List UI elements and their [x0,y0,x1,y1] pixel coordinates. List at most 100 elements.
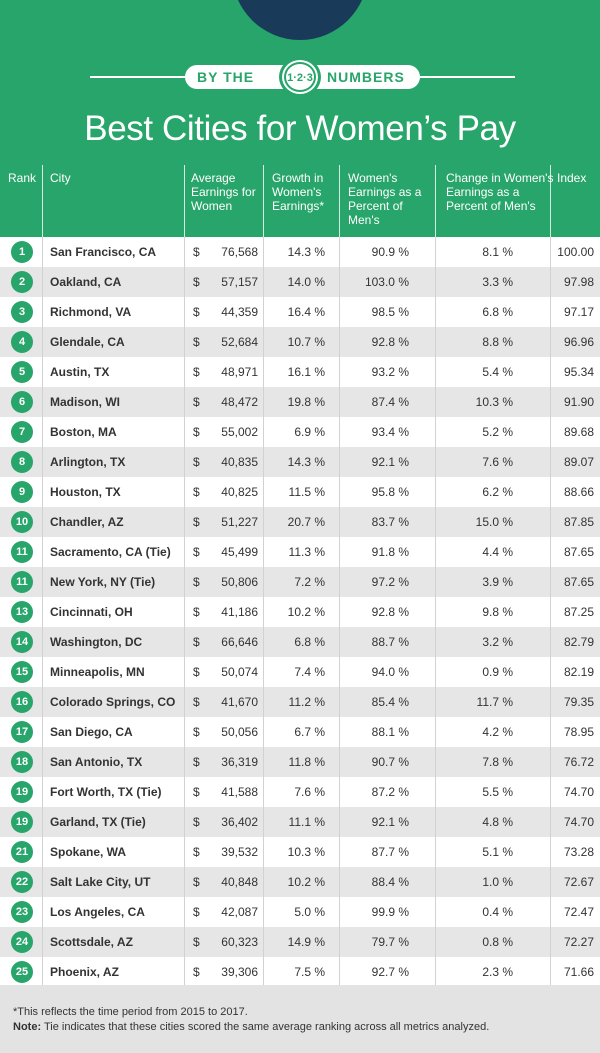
earnings-percent-of-mens: 87.7 % [371,845,409,859]
earnings-percent-of-mens: 85.4 % [371,695,409,709]
banner-label-left: BY THE [185,65,297,89]
change-in-percent: 0.4 % [482,905,513,919]
note-label: Note: [13,1021,42,1033]
currency-symbol: $ [193,395,200,409]
currency-symbol: $ [193,275,200,289]
earnings-percent-of-mens: 88.7 % [371,635,409,649]
change-in-percent: 5.2 % [482,425,513,439]
earnings-growth: 11.5 % [288,485,325,499]
table-header: Rank City Average Earnings for Women Growth… [0,165,600,237]
currency-symbol: $ [193,365,200,379]
city-name: San Diego, CA [50,725,133,739]
average-earnings: 50,056 [221,725,258,739]
average-earnings: 51,227 [221,515,258,529]
earnings-growth: 11.2 % [288,695,325,709]
change-in-percent: 0.9 % [482,665,513,679]
average-earnings: 57,157 [221,275,258,289]
table-row: 19 Fort Worth, TX (Tie) $41,588 7.6 % 87.2 %… [0,777,600,807]
column-divider [263,165,264,237]
table-row: 21 Spokane, WA $39,532 10.3 % 87.7 % 5.1 % 73.… [0,837,600,867]
earnings-percent-of-mens: 88.1 % [371,725,409,739]
change-in-percent: 4.8 % [482,815,513,829]
brand-logo[interactable]: smartasset™ [232,0,368,40]
city-name: Austin, TX [50,365,110,379]
rank-badge: 2 [11,271,33,293]
table-row: 19 Garland, TX (Tie) $36,402 11.1 % 92.1 % 4.… [0,807,600,837]
index-score: 88.66 [563,485,594,499]
earnings-percent-of-mens: 97.2 % [371,575,409,589]
average-earnings: 60,323 [221,935,258,949]
earnings-growth: 10.7 % [287,335,325,349]
earnings-growth: 5.0 % [294,905,325,919]
by-the-numbers-banner: BY THE NUMBERS 1·2·3 [0,57,600,97]
currency-symbol: $ [193,785,200,799]
earnings-percent-of-mens: 83.7 % [371,515,409,529]
column-divider [339,165,340,237]
index-score: 87.85 [563,515,594,529]
index-score: 76.72 [563,755,594,769]
earnings-percent-of-mens: 92.1 % [371,455,409,469]
earnings-growth: 14.9 % [287,935,325,949]
rank-badge: 13 [11,601,33,623]
change-in-percent: 5.5 % [482,785,513,799]
banner-divider-left [90,76,185,78]
rank-badge: 16 [11,691,33,713]
average-earnings: 39,532 [221,845,258,859]
index-score: 97.98 [563,275,594,289]
change-in-percent: 5.4 % [482,365,513,379]
average-earnings: 36,319 [221,755,258,769]
change-in-percent: 15.0 % [475,515,513,529]
currency-symbol: $ [193,485,200,499]
column-divider [550,165,551,237]
rank-badge: 18 [11,751,33,773]
earnings-percent-of-mens: 98.5 % [371,305,409,319]
earnings-percent-of-mens: 90.9 % [371,245,409,259]
earnings-growth: 20.7 % [287,515,325,529]
earnings-percent-of-mens: 87.2 % [371,785,409,799]
header-growth: Growth in Women's Earnings* [272,171,325,213]
change-in-percent: 2.3 % [482,965,513,979]
header-earnings-percent: Women's Earnings as a Percent of Men's [348,171,422,227]
footnote: *This reflects the time period from 2015… [13,1006,248,1018]
earnings-percent-of-mens: 91.8 % [371,545,409,559]
index-score: 73.28 [563,845,594,859]
average-earnings: 40,848 [221,875,258,889]
rank-badge: 10 [11,511,33,533]
change-in-percent: 5.1 % [482,845,513,859]
earnings-growth: 14.3 % [287,455,325,469]
page-title: Best Cities for Women’s Pay [84,109,516,148]
earnings-percent-of-mens: 92.1 % [371,815,409,829]
earnings-growth: 10.3 % [287,845,325,859]
index-score: 89.68 [563,425,594,439]
column-divider [42,237,43,987]
header-rank: Rank [8,171,37,185]
index-score: 100.00 [557,245,594,259]
city-name: San Francisco, CA [50,245,157,259]
change-in-percent: 7.8 % [482,755,513,769]
currency-symbol: $ [193,905,200,919]
average-earnings: 48,472 [221,395,258,409]
currency-symbol: $ [193,515,200,529]
table-row: 25 Phoenix, AZ $39,306 7.5 % 92.7 % 2.3 % 71.6… [0,957,600,987]
change-in-percent: 8.8 % [482,335,513,349]
column-divider [435,237,436,987]
average-earnings: 66,646 [221,635,258,649]
numbers-badge-text: 1·2·3 [284,62,316,92]
table-row: 4 Glendale, CA $52,684 10.7 % 92.8 % 8.8 % 96.… [0,327,600,357]
table-row: 10 Chandler, AZ $51,227 20.7 % 83.7 % 15.0 % 8… [0,507,600,537]
index-score: 74.70 [563,815,594,829]
city-name: Garland, TX (Tie) [50,815,146,829]
earnings-percent-of-mens: 92.8 % [371,605,409,619]
average-earnings: 36,402 [221,815,258,829]
index-score: 82.79 [563,635,594,649]
index-score: 87.25 [563,605,594,619]
average-earnings: 50,074 [221,665,258,679]
table-row: 7 Boston, MA $55,002 6.9 % 93.4 % 5.2 % 89.68 [0,417,600,447]
city-name: Los Angeles, CA [50,905,145,919]
index-score: 91.90 [563,395,594,409]
rank-badge: 22 [11,871,33,893]
average-earnings: 76,568 [221,245,258,259]
currency-symbol: $ [193,575,200,589]
rank-badge: 23 [11,901,33,923]
rank-badge: 4 [11,331,33,353]
